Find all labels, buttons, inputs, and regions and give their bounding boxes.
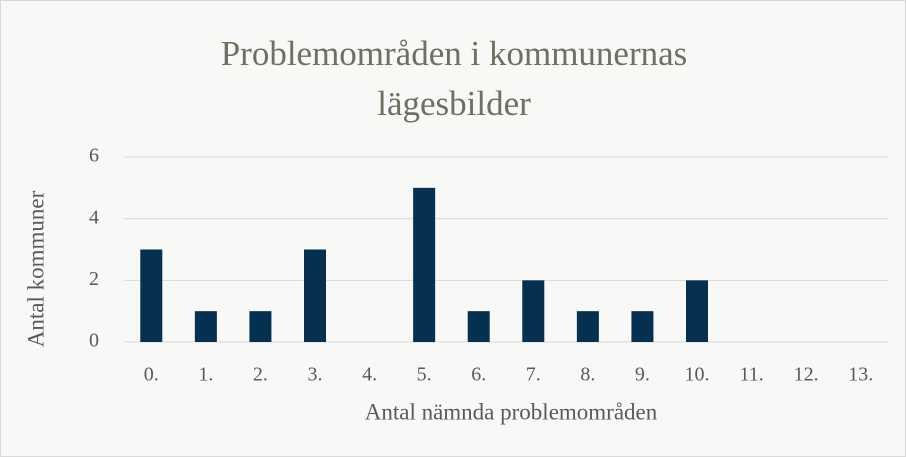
x-tick-label: 4.	[362, 364, 377, 386]
x-tick-label: 5.	[417, 364, 432, 386]
bar	[522, 280, 545, 342]
x-tick-label: 2.	[253, 364, 268, 386]
bar	[413, 187, 436, 342]
y-tick-label: 0	[89, 330, 99, 352]
bar	[631, 311, 654, 342]
bar	[304, 249, 326, 342]
x-axis-label: Antal nämnda problemområden	[365, 399, 658, 424]
y-tick-label: 2	[89, 268, 99, 290]
bar	[194, 311, 217, 342]
x-tick-label: 0.	[144, 364, 159, 386]
bar	[249, 311, 272, 342]
y-tick-label: 6	[89, 145, 99, 167]
x-tick-label: 13.	[848, 364, 873, 386]
chart-title: Problemområden i kommunernas lägesbilder	[220, 34, 688, 123]
x-tick-label: 11.	[739, 364, 763, 386]
bar	[686, 280, 708, 342]
x-tick-label: 3.	[308, 364, 323, 386]
x-tick-label: 12.	[794, 364, 819, 386]
bar	[576, 311, 599, 342]
bar	[467, 311, 490, 342]
x-tick-label: 8.	[580, 364, 595, 386]
x-tick-label: 1.	[198, 364, 213, 386]
bar	[140, 249, 163, 342]
y-axis-label: Antal kommuner	[23, 190, 48, 347]
x-tick-label: 10.	[685, 364, 710, 386]
x-tick-label: 9.	[635, 364, 650, 386]
x-tick-label: 7.	[526, 364, 541, 386]
y-tick-label: 4	[89, 206, 99, 228]
x-tick-label: 6.	[471, 364, 486, 386]
